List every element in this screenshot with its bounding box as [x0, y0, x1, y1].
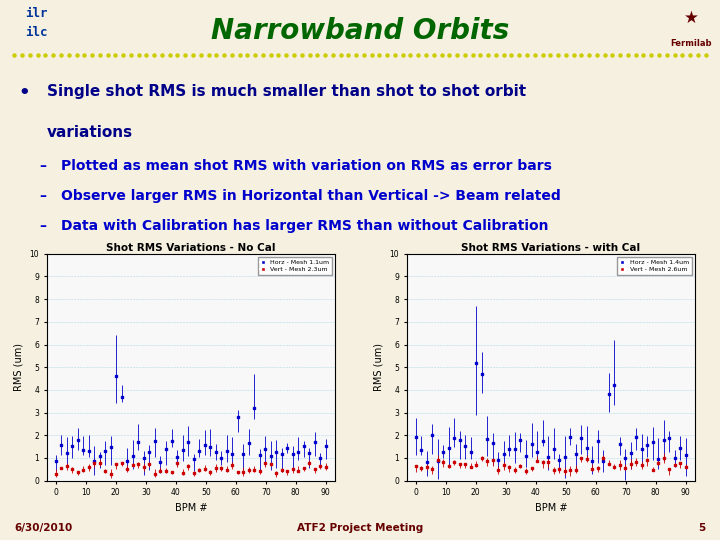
- Text: Fermilab: Fermilab: [670, 38, 712, 48]
- Text: ★: ★: [684, 9, 698, 28]
- Text: –: –: [40, 159, 47, 173]
- Y-axis label: RMS (um): RMS (um): [374, 343, 384, 391]
- Text: ilc: ilc: [24, 26, 48, 39]
- Text: Data with Calibration has larger RMS than without Calibration: Data with Calibration has larger RMS tha…: [61, 219, 549, 233]
- Text: Single shot RMS is much smaller than shot to shot orbit: Single shot RMS is much smaller than sho…: [47, 84, 526, 99]
- X-axis label: BPM #: BPM #: [174, 503, 207, 513]
- Text: 6/30/2010: 6/30/2010: [14, 523, 73, 533]
- Text: –: –: [40, 219, 47, 233]
- Legend: Horz - Mesh 1.4um, Vert - Mesh 2.6um: Horz - Mesh 1.4um, Vert - Mesh 2.6um: [618, 257, 692, 274]
- X-axis label: BPM #: BPM #: [534, 503, 567, 513]
- Text: Plotted as mean shot RMS with variation on RMS as error bars: Plotted as mean shot RMS with variation …: [61, 159, 552, 173]
- Text: –: –: [40, 189, 47, 203]
- Text: ATF2 Project Meeting: ATF2 Project Meeting: [297, 523, 423, 533]
- Y-axis label: RMS (um): RMS (um): [14, 343, 24, 391]
- Title: Shot RMS Variations - No Cal: Shot RMS Variations - No Cal: [106, 243, 276, 253]
- Text: •: •: [18, 84, 30, 102]
- Text: variations: variations: [47, 125, 133, 140]
- Text: Observe larger RMS in Horizontal than Vertical -> Beam related: Observe larger RMS in Horizontal than Ve…: [61, 189, 561, 203]
- Title: Shot RMS Variations - with Cal: Shot RMS Variations - with Cal: [462, 243, 640, 253]
- Text: ilr: ilr: [24, 8, 48, 21]
- Legend: Horz - Mesh 1.1um, Vert - Mesh 2.3um: Horz - Mesh 1.1um, Vert - Mesh 2.3um: [258, 257, 332, 274]
- Text: Narrowband Orbits: Narrowband Orbits: [211, 17, 509, 45]
- Text: 5: 5: [698, 523, 706, 533]
